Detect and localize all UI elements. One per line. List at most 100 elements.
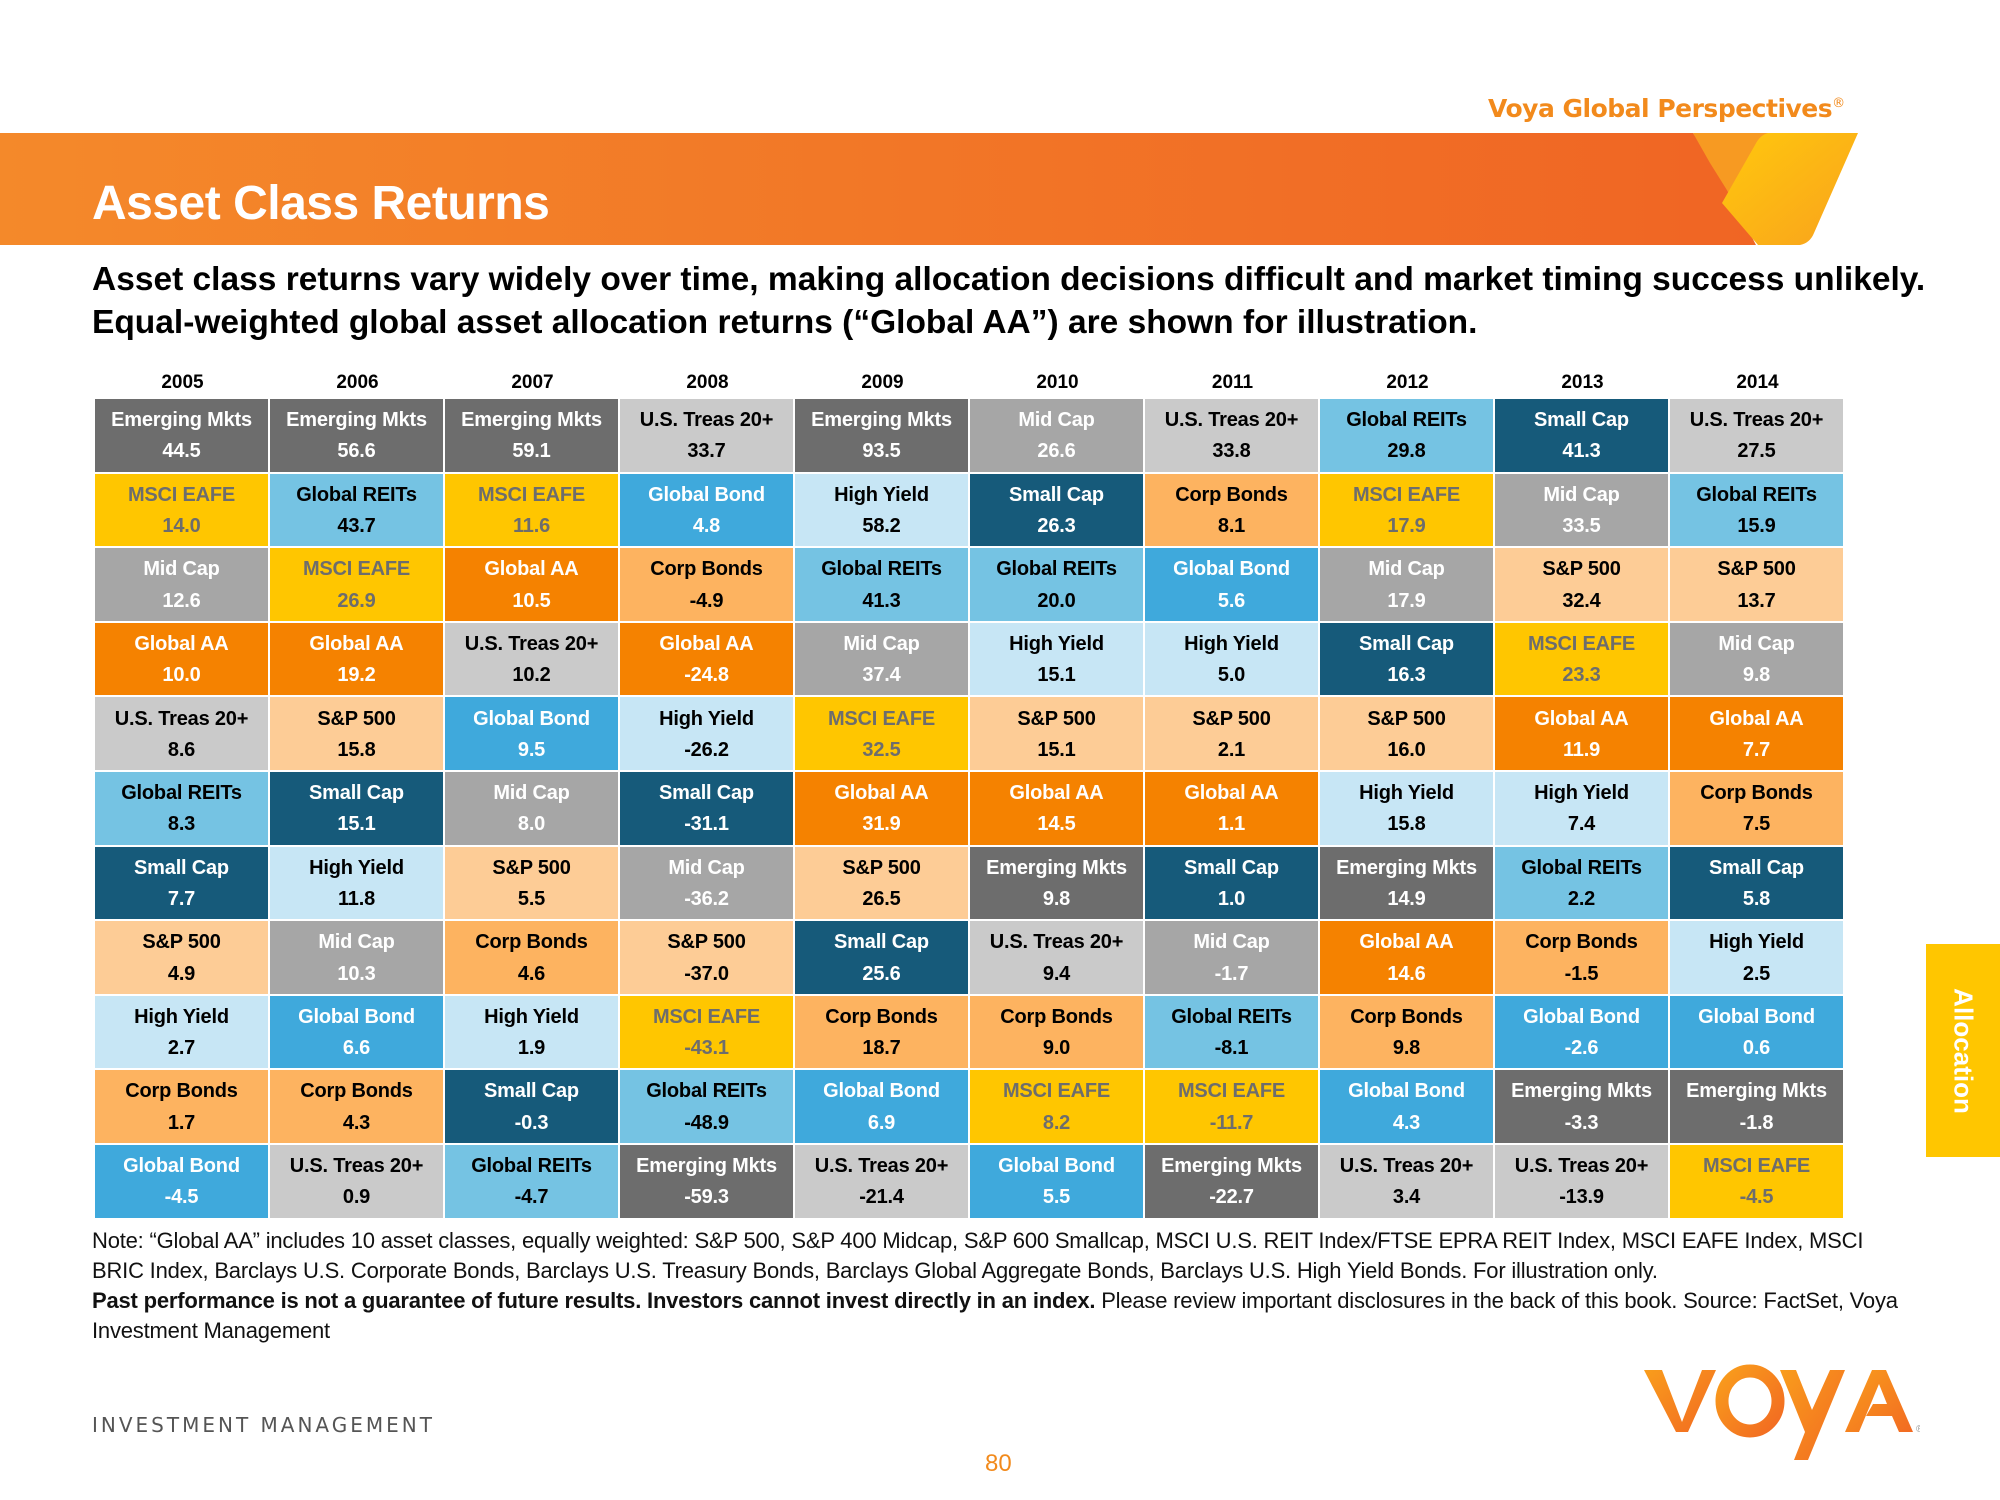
asset-class-name: MSCI EAFE xyxy=(302,558,411,581)
asset-class-name: Emerging Mkts xyxy=(111,409,252,432)
return-cell: Global Bond 6.9 xyxy=(795,1070,968,1143)
asset-class-name: High Yield xyxy=(659,707,754,730)
return-cell: Small Cap 15.1 xyxy=(270,771,443,845)
return-value: 41.3 xyxy=(862,589,901,612)
return-value: 18.7 xyxy=(862,1037,901,1060)
asset-class-name: Corp Bonds xyxy=(825,1005,938,1028)
brand-tagline: Voya Global Perspectives® xyxy=(1488,94,1845,123)
asset-class-name: U.S. Treas 20+ xyxy=(1164,409,1299,432)
asset-class-name: Small Cap xyxy=(1359,632,1454,655)
return-cell: Mid Cap 8.0 xyxy=(445,771,618,845)
return-cell: Small Cap 16.3 xyxy=(1320,622,1493,696)
return-cell: Corp Bonds 9.8 xyxy=(1320,995,1493,1069)
asset-class-name: U.S. Treas 20+ xyxy=(114,707,249,730)
return-value: -22.7 xyxy=(1209,1186,1254,1209)
return-value: 29.8 xyxy=(1387,440,1426,463)
return-value: 26.3 xyxy=(1037,515,1076,538)
return-cell: S&P 500 5.5 xyxy=(445,846,618,920)
year-label: 2012 xyxy=(1386,372,1429,393)
return-value: 0.9 xyxy=(342,1186,371,1209)
asset-class-name: Global Bond xyxy=(123,1155,240,1178)
return-value: -26.2 xyxy=(684,738,729,761)
return-value: 1.1 xyxy=(1217,813,1246,836)
return-cell: Corp Bonds 1.7 xyxy=(95,1070,268,1143)
asset-class-name: Global AA xyxy=(1534,707,1629,730)
return-value: -2.6 xyxy=(1564,1037,1599,1060)
year-label: 2006 xyxy=(336,372,379,393)
disclaimer: Past performance is not a guarantee of f… xyxy=(92,1286,1902,1346)
return-cell: Mid Cap -1.7 xyxy=(1145,921,1318,994)
return-value: 26.6 xyxy=(1037,440,1076,463)
asset-class-name: Emerging Mkts xyxy=(1686,1080,1827,1103)
asset-class-name: Emerging Mkts xyxy=(1336,856,1477,879)
return-value: 17.9 xyxy=(1387,589,1426,612)
return-value: -4.5 xyxy=(1739,1186,1774,1209)
return-cell: S&P 500 26.5 xyxy=(795,846,968,920)
return-value: -48.9 xyxy=(684,1111,729,1134)
return-cell: Emerging Mkts -3.3 xyxy=(1495,1070,1668,1143)
return-value: 10.5 xyxy=(512,589,551,612)
page-title: Asset Class Returns xyxy=(92,177,550,230)
asset-class-name: Mid Cap xyxy=(318,931,395,954)
asset-class-name: High Yield xyxy=(1709,931,1804,954)
return-cell: High Yield 15.8 xyxy=(1320,771,1493,845)
return-value: 59.1 xyxy=(512,440,551,463)
asset-class-name: U.S. Treas 20+ xyxy=(639,409,774,432)
return-cell: MSCI EAFE 11.6 xyxy=(445,473,618,547)
return-cell: High Yield -26.2 xyxy=(620,697,793,770)
return-value: 37.4 xyxy=(862,664,901,687)
return-cell: Global REITs 2.2 xyxy=(1495,846,1668,920)
return-cell: Mid Cap 10.3 xyxy=(270,921,443,994)
return-cell: Global Bond 0.6 xyxy=(1670,995,1843,1069)
return-cell: Global REITs -48.9 xyxy=(620,1070,793,1143)
year-header-row: 2005 2006 2007 2008 2009 2010 2011 2012 2013 2014 xyxy=(95,363,1845,399)
return-cell: Global REITs -8.1 xyxy=(1145,995,1318,1069)
asset-class-name: MSCI EAFE xyxy=(1702,1155,1811,1178)
banner-v-mark xyxy=(1722,133,1858,245)
return-value: 9.8 xyxy=(1742,664,1771,687)
asset-class-name: Mid Cap xyxy=(1368,558,1445,581)
return-value: 2.2 xyxy=(1567,888,1596,910)
asset-class-name: S&P 500 xyxy=(142,931,221,954)
asset-class-name: MSCI EAFE xyxy=(652,1005,761,1028)
return-cell: MSCI EAFE 26.9 xyxy=(270,548,443,621)
asset-class-name: MSCI EAFE xyxy=(1527,632,1636,655)
voya-logo-graphic: ® xyxy=(1644,1364,1924,1460)
asset-class-name: High Yield xyxy=(309,856,404,879)
return-cell: Global REITs 29.8 xyxy=(1320,399,1493,472)
return-value: 14.6 xyxy=(1387,962,1426,985)
banner-graphic xyxy=(0,133,1858,245)
return-value: 10.2 xyxy=(512,664,551,687)
return-cell: High Yield 15.1 xyxy=(970,622,1143,696)
return-value: 9.4 xyxy=(1042,962,1071,985)
return-cell: Global AA -24.8 xyxy=(620,622,793,696)
year-label: 2009 xyxy=(861,372,904,393)
asset-class-name: Small Cap xyxy=(134,856,229,879)
return-value: 32.5 xyxy=(862,738,901,761)
asset-class-name: Mid Cap xyxy=(493,782,570,805)
disclaimer-bold: Past performance is not a guarantee of f… xyxy=(92,1288,1096,1313)
return-cell: Emerging Mkts -59.3 xyxy=(620,1144,793,1218)
return-value: 9.0 xyxy=(1042,1037,1071,1060)
asset-class-name: S&P 500 xyxy=(667,931,746,954)
return-cell: High Yield 2.7 xyxy=(95,995,268,1069)
return-cell: Small Cap 26.3 xyxy=(970,473,1143,547)
section-tab-allocation[interactable]: Allocation xyxy=(1926,944,2000,1157)
return-cell: Mid Cap 9.8 xyxy=(1670,622,1843,696)
return-cell: Corp Bonds 7.5 xyxy=(1670,771,1843,845)
asset-class-name: U.S. Treas 20+ xyxy=(1689,409,1824,432)
year-label: 2013 xyxy=(1561,372,1604,393)
return-value: 8.6 xyxy=(167,738,196,761)
return-value: 41.3 xyxy=(1562,440,1601,463)
asset-class-name: High Yield xyxy=(834,483,929,506)
logo-registered-mark: ® xyxy=(1916,1424,1920,1435)
return-value: 25.6 xyxy=(862,962,901,985)
title-banner xyxy=(0,133,1860,245)
return-value: 11.8 xyxy=(337,888,376,910)
return-value: 26.5 xyxy=(862,888,901,910)
asset-class-name: Emerging Mkts xyxy=(461,409,602,432)
asset-class-name: Global AA xyxy=(659,632,754,655)
asset-class-name: High Yield xyxy=(134,1005,229,1028)
return-value: 1.9 xyxy=(517,1037,546,1060)
banner-orange-band xyxy=(0,133,1756,245)
